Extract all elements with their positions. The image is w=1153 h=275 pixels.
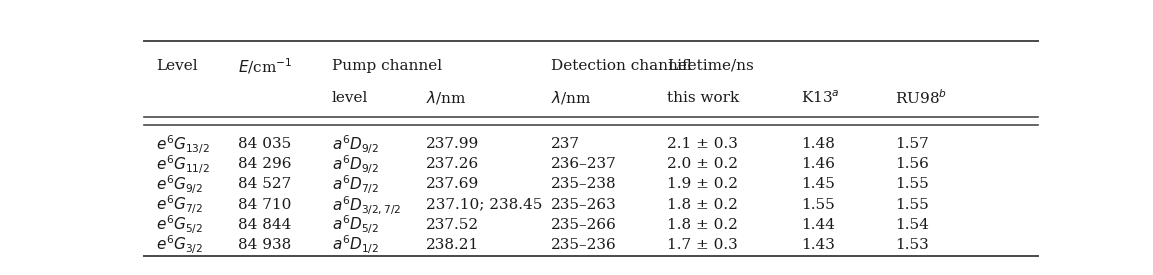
- Text: 1.46: 1.46: [801, 157, 835, 171]
- Text: 1.48: 1.48: [801, 137, 835, 151]
- Text: $a^6D_{3/2,7/2}$: $a^6D_{3/2,7/2}$: [332, 194, 401, 216]
- Text: 237.69: 237.69: [425, 177, 478, 191]
- Text: level: level: [332, 90, 368, 104]
- Text: $E$/cm$^{-1}$: $E$/cm$^{-1}$: [238, 56, 293, 76]
- Text: RU98$^{b}$: RU98$^{b}$: [895, 88, 947, 107]
- Text: 237.26: 237.26: [425, 157, 478, 171]
- Text: 1.55: 1.55: [895, 177, 928, 191]
- Text: $a^6D_{9/2}$: $a^6D_{9/2}$: [332, 153, 378, 176]
- Text: 1.56: 1.56: [895, 157, 928, 171]
- Text: 1.44: 1.44: [801, 218, 835, 232]
- Text: 237.52: 237.52: [425, 218, 478, 232]
- Text: Detection channel: Detection channel: [551, 59, 692, 73]
- Text: K13$^{a}$: K13$^{a}$: [801, 89, 839, 106]
- Text: 1.54: 1.54: [895, 218, 928, 232]
- Text: 1.57: 1.57: [895, 137, 928, 151]
- Text: 84 035: 84 035: [238, 137, 292, 151]
- Text: 237: 237: [551, 137, 580, 151]
- Text: $e^6G_{13/2}$: $e^6G_{13/2}$: [156, 133, 210, 156]
- Text: Pump channel: Pump channel: [332, 59, 442, 73]
- Text: 84 710: 84 710: [238, 197, 292, 211]
- Text: 1.45: 1.45: [801, 177, 835, 191]
- Text: 237.99: 237.99: [425, 137, 478, 151]
- Text: 1.8 ± 0.2: 1.8 ± 0.2: [666, 218, 738, 232]
- Text: 1.8 ± 0.2: 1.8 ± 0.2: [666, 197, 738, 211]
- Text: 235–236: 235–236: [551, 238, 617, 252]
- Text: 84 938: 84 938: [238, 238, 292, 252]
- Text: 235–238: 235–238: [551, 177, 617, 191]
- Text: $\lambda$/nm: $\lambda$/nm: [425, 89, 466, 106]
- Text: 238.21: 238.21: [425, 238, 478, 252]
- Text: 1.9 ± 0.2: 1.9 ± 0.2: [666, 177, 738, 191]
- Text: $e^6G_{11/2}$: $e^6G_{11/2}$: [156, 153, 210, 176]
- Text: 1.43: 1.43: [801, 238, 835, 252]
- Text: 1.7 ± 0.3: 1.7 ± 0.3: [666, 238, 738, 252]
- Text: 2.0 ± 0.2: 2.0 ± 0.2: [666, 157, 738, 171]
- Text: $e^6G_{9/2}$: $e^6G_{9/2}$: [156, 173, 203, 196]
- Text: 237.10; 238.45: 237.10; 238.45: [425, 197, 542, 211]
- Text: $a^6D_{7/2}$: $a^6D_{7/2}$: [332, 173, 378, 196]
- Text: 1.55: 1.55: [801, 197, 835, 211]
- Text: 84 844: 84 844: [238, 218, 292, 232]
- Text: $a^6D_{1/2}$: $a^6D_{1/2}$: [332, 233, 378, 256]
- Text: this work: this work: [666, 90, 739, 104]
- Text: 1.53: 1.53: [895, 238, 928, 252]
- Text: $\lambda$/nm: $\lambda$/nm: [551, 89, 591, 106]
- Text: 235–263: 235–263: [551, 197, 617, 211]
- Text: 236–237: 236–237: [551, 157, 617, 171]
- Text: $e^6G_{3/2}$: $e^6G_{3/2}$: [156, 233, 203, 256]
- Text: $a^6D_{5/2}$: $a^6D_{5/2}$: [332, 213, 378, 236]
- Text: 235–266: 235–266: [551, 218, 617, 232]
- Text: Level: Level: [156, 59, 197, 73]
- Text: 2.1 ± 0.3: 2.1 ± 0.3: [666, 137, 738, 151]
- Text: $e^6G_{7/2}$: $e^6G_{7/2}$: [156, 193, 203, 216]
- Text: $a^6D_{9/2}$: $a^6D_{9/2}$: [332, 133, 378, 156]
- Text: $e^6G_{5/2}$: $e^6G_{5/2}$: [156, 213, 203, 236]
- Text: 1.55: 1.55: [895, 197, 928, 211]
- Text: 84 527: 84 527: [238, 177, 292, 191]
- Text: Lifetime/ns: Lifetime/ns: [666, 59, 754, 73]
- Text: 84 296: 84 296: [238, 157, 292, 171]
